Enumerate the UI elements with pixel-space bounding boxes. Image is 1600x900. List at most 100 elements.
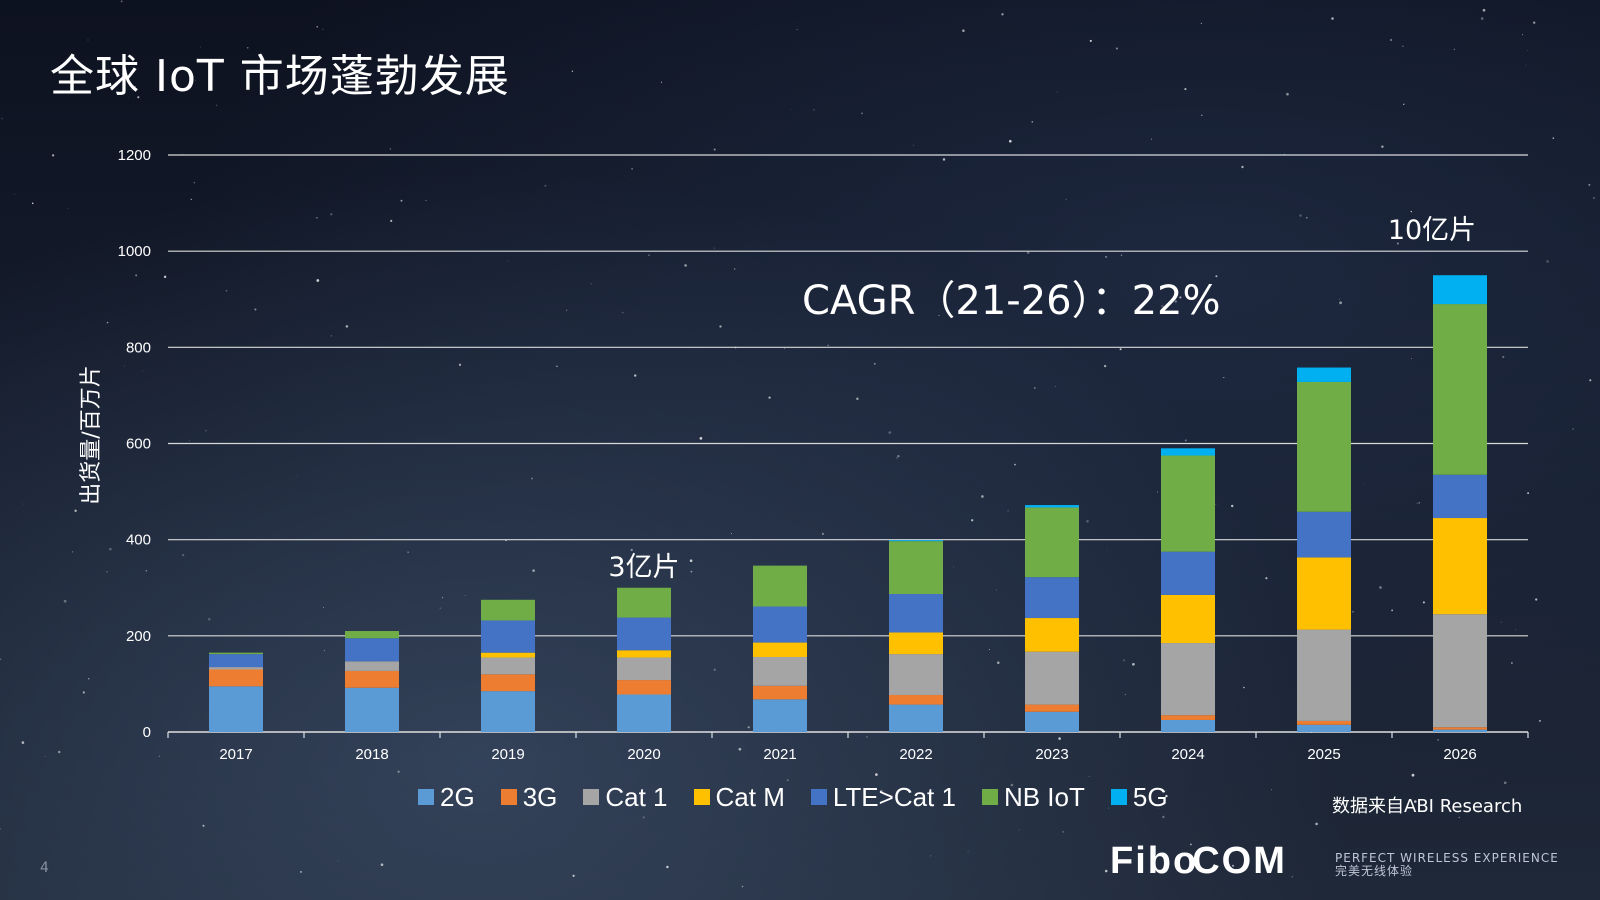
bar-3g-2020 (617, 680, 671, 695)
legend-item: 2G (418, 782, 475, 813)
bar-2g-2025 (1297, 724, 1351, 732)
legend-label: 3G (522, 781, 558, 812)
bar-cat-m-2024 (1161, 594, 1215, 644)
bar-lte-cat-1-2019 (481, 620, 535, 653)
bar-cat-m-2026 (1433, 518, 1487, 615)
legend-item: Cat M (693, 781, 785, 813)
bar-cat-m-2021 (753, 642, 807, 657)
bar-lte-cat-1-2018 (345, 638, 399, 662)
bar-nb-iot-2021 (753, 565, 807, 607)
bar-3g-2026 (1433, 727, 1487, 730)
y-axis-label: 出货量/百万片 (79, 365, 104, 504)
bar-cat-m-2025 (1297, 557, 1351, 630)
x-tick-label: 2018 (355, 746, 388, 763)
bar-cat-m-2020 (617, 650, 671, 658)
x-tick-label: 2025 (1307, 746, 1340, 763)
x-axis: 2017 2018 2019 2020 2021 2022 2023 2024 2025 2026 (167, 731, 1529, 763)
x-tick-label: 2026 (1443, 746, 1476, 763)
x-tick-label: 2020 (627, 746, 660, 763)
legend-label: Cat 1 (605, 781, 668, 812)
legend-swatch (418, 789, 434, 805)
legend-swatch (810, 789, 827, 805)
legend-label: 2G (440, 781, 475, 812)
bar-lte-cat-1-2026 (1433, 474, 1487, 519)
x-tick-label: 2017 (219, 746, 252, 763)
bar-nb-iot-2019 (481, 599, 535, 621)
bar-2g-2026 (1433, 729, 1487, 732)
tagline: PERFECT WIRELESS EXPERIENCE 完美无线体验 (1335, 852, 1559, 878)
bar-3g-2021 (753, 685, 807, 700)
bar-lte-cat-1-2025 (1297, 511, 1351, 558)
legend-label: LTE>Cat 1 (832, 781, 956, 812)
legend-swatch (981, 789, 998, 805)
y-axis-ticks: 0 200 400 600 800 1000 1200 (118, 147, 151, 741)
y-tick-label: 1000 (118, 243, 151, 260)
legend-item: Cat 1 (583, 781, 668, 813)
bar-2g-2017 (209, 686, 263, 732)
bar-5g-2023 (1025, 505, 1079, 508)
bar-cat-1-2020 (617, 657, 671, 681)
bar-3g-2025 (1297, 720, 1351, 725)
bar-nb-iot-2018 (345, 631, 399, 639)
bar-3g-2022 (889, 694, 943, 705)
bar-nb-iot-2026 (1433, 304, 1487, 475)
y-tick-label: 400 (126, 532, 151, 549)
cagr-annotation: CAGR（21-26）：22% (802, 278, 1221, 324)
bar-lte-cat-1-2022 (889, 594, 943, 633)
bar-3g-2023 (1025, 704, 1079, 712)
annotation-2020: 3亿片 (608, 552, 679, 583)
bar-cat-1-2025 (1297, 629, 1351, 721)
tagline-cn: 完美无线体验 (1335, 864, 1414, 878)
legend-item: NB IoT (981, 781, 1085, 813)
bars (209, 275, 1487, 732)
bar-2g-2024 (1161, 719, 1215, 732)
bar-2g-2023 (1025, 711, 1079, 732)
bar-cat-m-2022 (889, 632, 943, 655)
x-tick-label: 2019 (491, 746, 524, 763)
bar-5g-2025 (1297, 367, 1351, 382)
bar-nb-iot-2022 (889, 541, 943, 595)
legend-swatch (693, 789, 710, 805)
bar-3g-2024 (1161, 715, 1215, 720)
bar-3g-2018 (345, 670, 399, 688)
bar-lte-cat-1-2024 (1161, 551, 1215, 595)
bar-3g-2019 (481, 674, 535, 692)
bar-cat-1-2023 (1025, 651, 1079, 705)
y-tick-label: 1200 (118, 147, 151, 164)
legend-swatch (1110, 789, 1127, 805)
bar-cat-1-2026 (1433, 614, 1487, 728)
legend-item: LTE>Cat 1 (810, 781, 956, 813)
legend-item: 5G (1110, 781, 1168, 813)
y-tick-label: 600 (126, 436, 151, 453)
x-tick-label: 2023 (1035, 746, 1068, 763)
bar-2g-2021 (753, 699, 807, 732)
y-tick-label: 200 (126, 628, 151, 645)
bar-cat-1-2021 (753, 656, 807, 686)
legend-label: Cat M (715, 781, 785, 812)
bar-nb-iot-2024 (1161, 455, 1215, 552)
legend-label: 5G (1132, 781, 1168, 812)
bar-cat-m-2023 (1025, 618, 1079, 652)
bar-nb-iot-2020 (617, 587, 671, 618)
bar-2g-2022 (889, 704, 943, 732)
bar-lte-cat-1-2017 (209, 654, 263, 668)
bar-cat-1-2024 (1161, 643, 1215, 716)
legend-swatch (583, 789, 600, 805)
legend-label: NB IoT (1003, 781, 1085, 812)
fibocom-logo: FiboCOM (1110, 840, 1287, 882)
x-tick-label: 2022 (899, 746, 932, 763)
bar-5g-2024 (1161, 448, 1215, 456)
bar-cat-1-2017 (209, 667, 263, 670)
bar-lte-cat-1-2020 (617, 617, 671, 651)
bar-cat-m-2019 (481, 652, 535, 658)
y-tick-label: 0 (143, 724, 151, 741)
legend-swatch (500, 789, 517, 805)
bar-cat-1-2019 (481, 657, 535, 675)
tagline-en: PERFECT WIRELESS EXPERIENCE (1335, 851, 1559, 865)
bar-2g-2020 (617, 694, 671, 732)
x-tick-label: 2024 (1171, 746, 1204, 763)
legend-item: 3G (500, 781, 558, 813)
x-tick-label: 2021 (763, 746, 796, 763)
chart-legend: 2G 3G Cat 1 Cat M LTE>Cat 1 NB IoT 5G (418, 780, 1168, 814)
